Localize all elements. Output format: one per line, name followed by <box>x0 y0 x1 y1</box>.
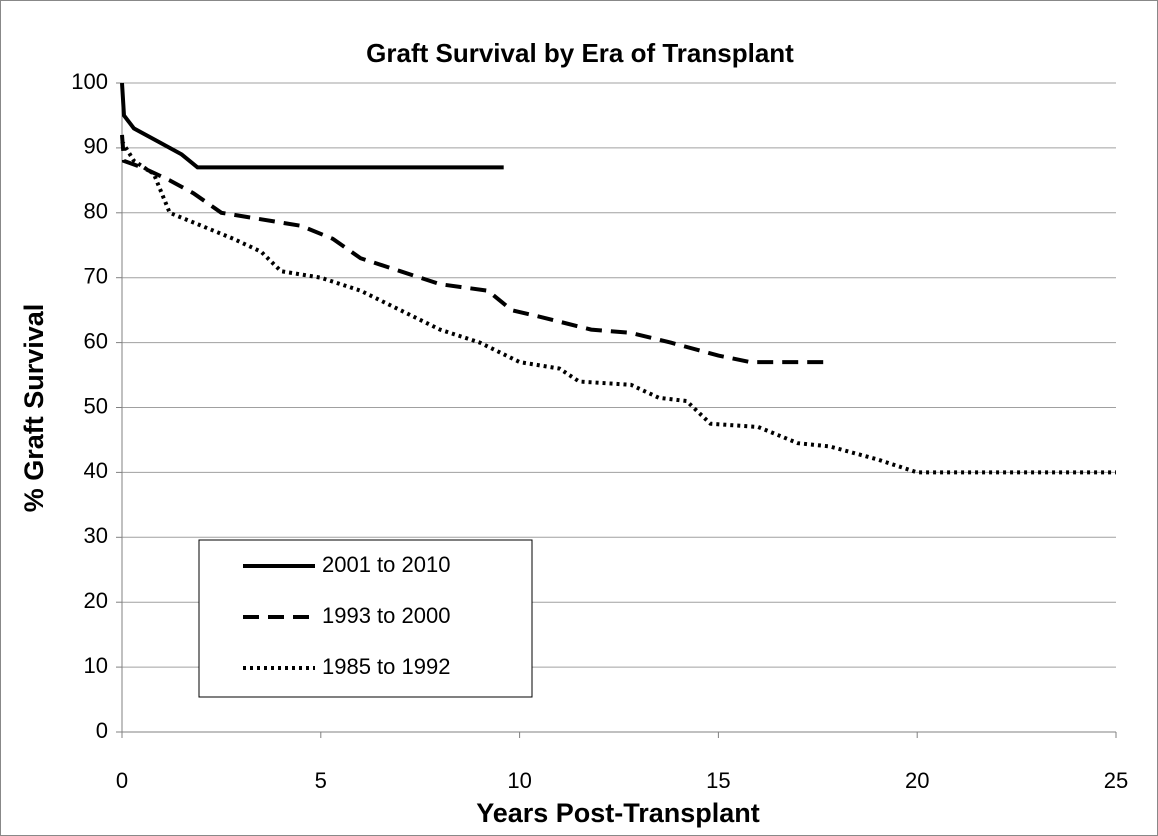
chart-title: Graft Survival by Era of Transplant <box>366 38 794 68</box>
y-tick-label: 70 <box>84 264 108 289</box>
y-tick-label: 30 <box>84 523 108 548</box>
legend-label: 1993 to 2000 <box>322 603 450 628</box>
y-tick-label: 90 <box>84 134 108 159</box>
x-axis-label: Years Post-Transplant <box>476 798 760 828</box>
legend-label: 1985 to 1992 <box>322 654 450 679</box>
x-tick-label: 10 <box>507 768 531 793</box>
y-tick-label: 20 <box>84 588 108 613</box>
y-tick-label: 60 <box>84 328 108 353</box>
legend-label: 2001 to 2010 <box>322 552 450 577</box>
series-line <box>120 82 504 170</box>
y-tick-label: 0 <box>96 718 108 743</box>
y-tick-label: 40 <box>84 458 108 483</box>
legend: 2001 to 2010 1993 to 2000 1985 to 1992 <box>198 539 533 698</box>
y-tick-label: 80 <box>84 199 108 224</box>
y-tick-label: 50 <box>84 393 108 418</box>
y-tick-label: 100 <box>71 69 108 94</box>
x-tick-label: 5 <box>315 768 327 793</box>
x-tick-label: 15 <box>706 768 730 793</box>
x-tick-label: 0 <box>116 768 128 793</box>
series-line <box>120 140 1116 475</box>
y-axis-label: % Graft Survival <box>19 304 49 513</box>
x-tick-label: 20 <box>905 768 929 793</box>
series-line <box>120 134 830 365</box>
x-tick-label: 25 <box>1104 768 1128 793</box>
y-tick-label: 10 <box>84 653 108 678</box>
